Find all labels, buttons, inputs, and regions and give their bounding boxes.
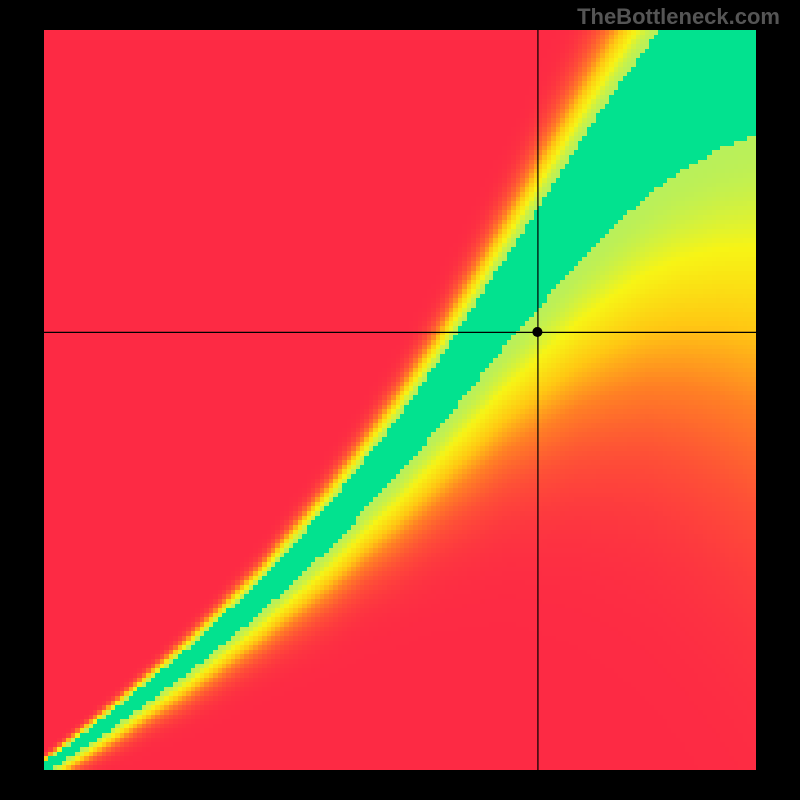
chart-container: TheBottleneck.com [0, 0, 800, 800]
heatmap-canvas [44, 30, 756, 770]
watermark-text: TheBottleneck.com [577, 4, 780, 30]
heatmap-plot [44, 30, 756, 770]
